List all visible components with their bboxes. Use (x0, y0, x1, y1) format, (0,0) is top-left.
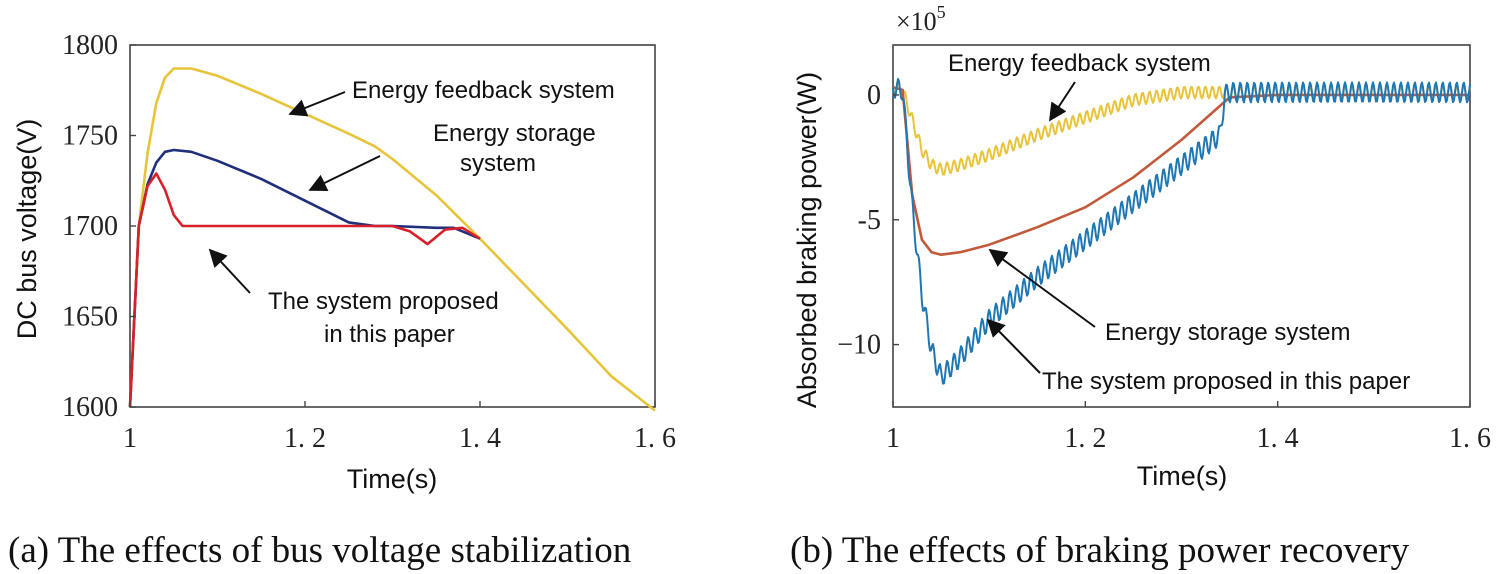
panel-a-annotation-proposed-line2: in this paper (324, 321, 455, 348)
panel-b-series-layer (892, 78, 1471, 385)
panel-b-scale-factor: ×105 (896, 2, 946, 36)
panel-b-plot-frame (892, 44, 1471, 408)
panel-b-annotation-feedback: Energy feedback system (948, 50, 1211, 77)
panel-a-series-the-system-proposed-in-this-paper (128, 172, 481, 408)
panel-a-tick-layer: 1 1. 2 1. 4 1. 6 1600 1650 1700 1750 1800 (62, 30, 676, 454)
panel-a-x-tick-label: 1. 6 (634, 423, 676, 454)
panel-a-arrow-proposed (208, 248, 251, 294)
panel-b-arrow-storage (988, 248, 1096, 328)
panel-a-x-axis-label: Time(s) (347, 464, 437, 494)
panel-b-x-tick-label: 1 (886, 423, 900, 454)
panel-b-y-tick-label: −10 (837, 330, 881, 361)
panel-b-x-tick-label: 1. 4 (1257, 423, 1299, 454)
panel-a-bus-voltage-chart: 1 1. 2 1. 4 1. 6 1600 1650 1700 1750 1800 Time(s… (8, 30, 676, 571)
panel-b-tick-layer: 1 1. 2 1. 4 1. 6 0 -5 −10 (837, 80, 1491, 454)
panel-a-y-tick-label: 1800 (62, 30, 118, 61)
panel-a-annotation-storage-line1: Energy storage (433, 120, 596, 147)
panel-b-series-energy-storage-system (892, 86, 1470, 256)
panel-b-y-tick-label: 0 (867, 80, 881, 111)
panel-b-arrow-feedback (1049, 81, 1076, 122)
panel-b-braking-power-chart: 1 1. 2 1. 4 1. 6 0 -5 −10 ×105 Time(s) Absorbe… (790, 2, 1491, 571)
panel-a-y-tick-label: 1650 (62, 302, 118, 333)
panel-a-annotation-feedback: Energy feedback system (352, 77, 615, 104)
panel-b-annotation-proposed: The system proposed in this paper (1042, 368, 1410, 395)
panel-a-y-tick-label: 1750 (62, 121, 118, 152)
panel-a-y-axis-label: DC bus voltage(V) (12, 119, 42, 340)
panel-a-annotation-storage-line2: system (460, 150, 536, 177)
panel-a-annotation-proposed-line1: The system proposed (268, 288, 499, 315)
panel-b-annotation-storage: Energy storage system (1105, 319, 1350, 346)
panel-a-series-energy-storage-system (128, 148, 481, 408)
panel-b-y-axis-label: Absorbed braking power(W) (792, 72, 822, 408)
panel-a-arrow-storage (308, 155, 381, 192)
panel-a-arrow-feedback (288, 91, 346, 117)
panel-a-x-tick-label: 1 (123, 423, 137, 454)
panel-b-arrow-proposed (986, 318, 1041, 374)
panel-b-scale-exponent: 5 (937, 2, 946, 22)
panel-b-y-tick-label: -5 (858, 205, 881, 236)
panel-b-series-energy-feedback-system (892, 81, 1471, 176)
panel-a-x-tick-label: 1. 4 (459, 423, 501, 454)
panel-b-series-the-system-proposed-in-this-paper (892, 78, 1471, 385)
panel-a-y-tick-label: 1700 (62, 211, 118, 242)
panel-a-y-tick-label: 1600 (62, 392, 118, 423)
panel-b-caption: (b) The effects of braking power recover… (790, 530, 1410, 571)
panel-a-caption: (a) The effects of bus voltage stabiliza… (8, 530, 631, 571)
panel-a-x-tick-label: 1. 2 (284, 423, 326, 454)
panel-b-x-tick-label: 1. 2 (1064, 423, 1106, 454)
panel-b-x-tick-label: 1. 6 (1449, 423, 1491, 454)
panel-b-scale-base: ×10 (896, 7, 937, 36)
panel-b-x-axis-label: Time(s) (1137, 461, 1227, 491)
